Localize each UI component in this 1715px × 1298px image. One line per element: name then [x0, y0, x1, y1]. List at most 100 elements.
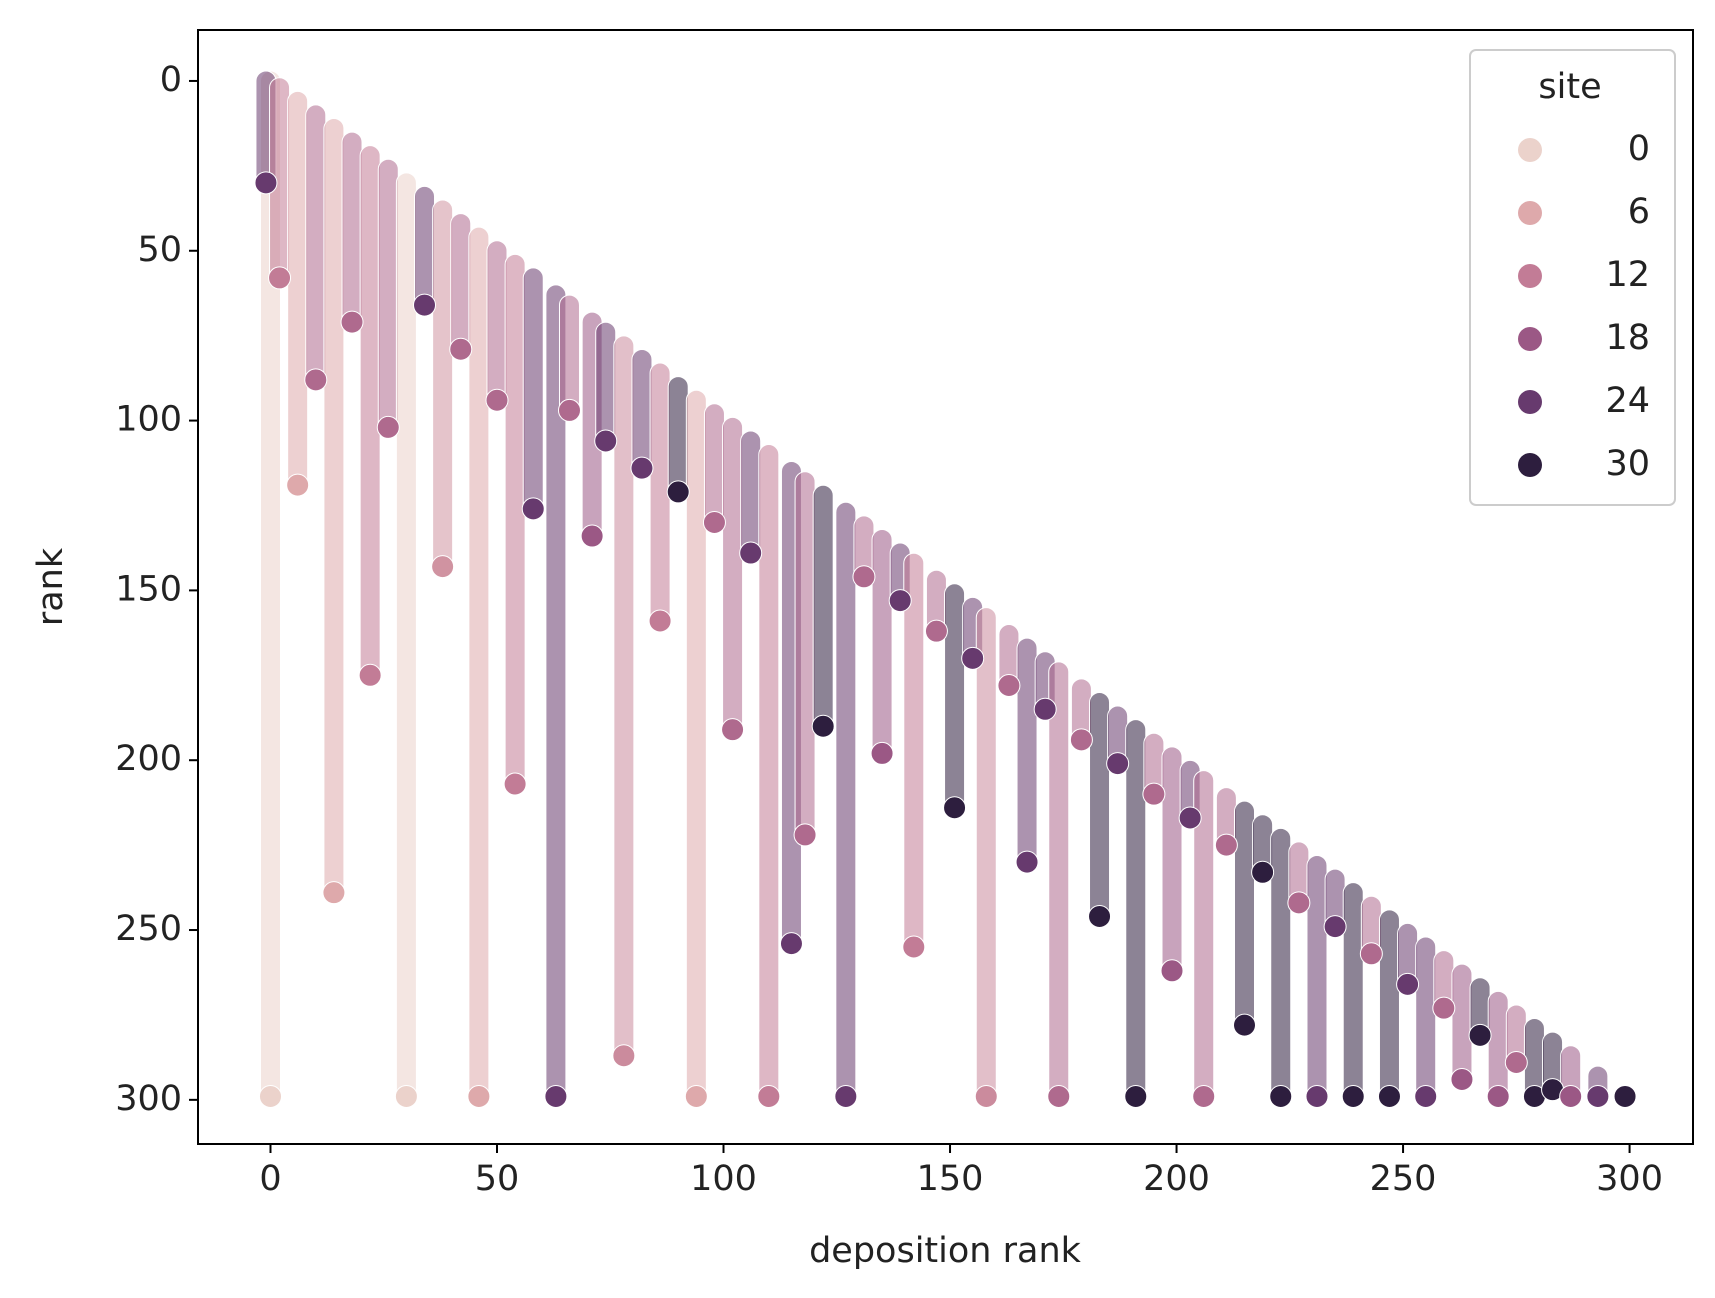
rank-column	[504, 253, 526, 795]
x-tick-label: 150	[917, 1159, 984, 1199]
rank-column	[486, 240, 508, 411]
end-point	[1323, 915, 1347, 939]
rank-column	[1342, 882, 1364, 1107]
end-point	[1033, 697, 1057, 721]
end-point	[1015, 850, 1039, 874]
end-point	[1192, 1084, 1216, 1108]
end-point	[258, 1084, 282, 1108]
end-point	[1504, 1050, 1528, 1074]
end-point	[1047, 1084, 1071, 1108]
end-point	[961, 646, 985, 670]
y-tick-label: 100	[115, 400, 182, 440]
end-point	[1124, 1084, 1148, 1108]
end-point	[943, 796, 967, 820]
end-point	[1069, 728, 1093, 752]
end-point	[394, 1084, 418, 1108]
rank-column	[812, 484, 834, 737]
end-point	[449, 337, 473, 361]
x-tick-label: 100	[690, 1159, 757, 1199]
end-point	[1586, 1084, 1610, 1108]
end-point	[594, 429, 618, 453]
end-point	[1414, 1084, 1438, 1108]
y-tick-label: 250	[115, 909, 182, 949]
end-point	[521, 497, 545, 521]
end-point	[1305, 1084, 1329, 1108]
rank-column	[1016, 637, 1038, 873]
end-point	[544, 1084, 568, 1108]
end-point	[612, 1044, 636, 1068]
data-layer	[254, 70, 1637, 1108]
y-tick-label: 50	[137, 230, 182, 270]
legend-marker	[1518, 201, 1542, 225]
end-point	[852, 565, 876, 589]
y-tick-label: 150	[115, 569, 182, 609]
end-point	[467, 1084, 491, 1108]
rank-column	[944, 583, 966, 819]
rank-column	[758, 444, 780, 1107]
legend-label: 30	[1605, 444, 1650, 484]
end-point	[793, 823, 817, 847]
end-point	[648, 609, 672, 633]
rank-column	[835, 501, 857, 1107]
rank-column	[794, 471, 816, 846]
end-point	[1269, 1084, 1293, 1108]
end-point	[834, 1084, 858, 1108]
rank-column	[468, 226, 490, 1107]
end-point	[1432, 996, 1456, 1020]
end-point	[254, 171, 278, 195]
end-point	[1160, 959, 1184, 983]
rank-column	[395, 172, 417, 1107]
end-point	[666, 480, 690, 504]
end-point	[811, 714, 835, 738]
end-point	[779, 932, 803, 956]
y-tick-label: 0	[160, 60, 182, 100]
rank-column	[649, 362, 671, 632]
end-point	[924, 619, 948, 643]
end-point	[1559, 1084, 1583, 1108]
x-axis-label: deposition rank	[809, 1231, 1082, 1271]
end-point	[902, 935, 926, 959]
y-tick-label: 300	[115, 1079, 182, 1119]
legend-marker	[1518, 453, 1542, 477]
end-point	[1142, 782, 1166, 806]
rank-column	[1089, 691, 1111, 927]
end-point	[997, 673, 1021, 697]
rank-column	[871, 528, 893, 764]
rank-column	[359, 145, 381, 686]
end-point	[870, 741, 894, 765]
end-point	[1251, 860, 1275, 884]
end-point	[340, 310, 364, 334]
rank-column	[685, 389, 707, 1107]
end-point	[1377, 1084, 1401, 1108]
end-point	[413, 293, 437, 317]
rank-column	[432, 199, 454, 578]
legend-label: 18	[1605, 318, 1650, 358]
rank-column	[323, 117, 345, 904]
end-point	[485, 388, 509, 412]
legend-label: 12	[1605, 255, 1650, 295]
end-point	[1178, 806, 1202, 830]
end-point	[268, 266, 292, 290]
end-point	[1341, 1084, 1365, 1108]
end-point	[702, 510, 726, 534]
end-point	[1396, 972, 1420, 996]
end-point	[684, 1084, 708, 1108]
rank-column	[305, 104, 327, 391]
end-point	[630, 456, 654, 480]
end-point	[888, 589, 912, 613]
rank-column	[1161, 746, 1183, 982]
end-point	[1106, 752, 1130, 776]
rank-column	[450, 213, 472, 360]
y-tick-label: 200	[115, 739, 182, 779]
rank-column	[1415, 936, 1437, 1107]
rank-column	[975, 607, 997, 1107]
legend-label: 24	[1605, 381, 1650, 421]
legend-marker	[1518, 138, 1542, 162]
end-point	[1287, 891, 1311, 915]
end-point	[721, 718, 745, 742]
end-point	[1233, 1013, 1256, 1037]
end-point	[1214, 833, 1238, 857]
end-point	[757, 1084, 781, 1108]
x-tick-label: 200	[1143, 1159, 1210, 1199]
rank-column	[1378, 909, 1400, 1107]
